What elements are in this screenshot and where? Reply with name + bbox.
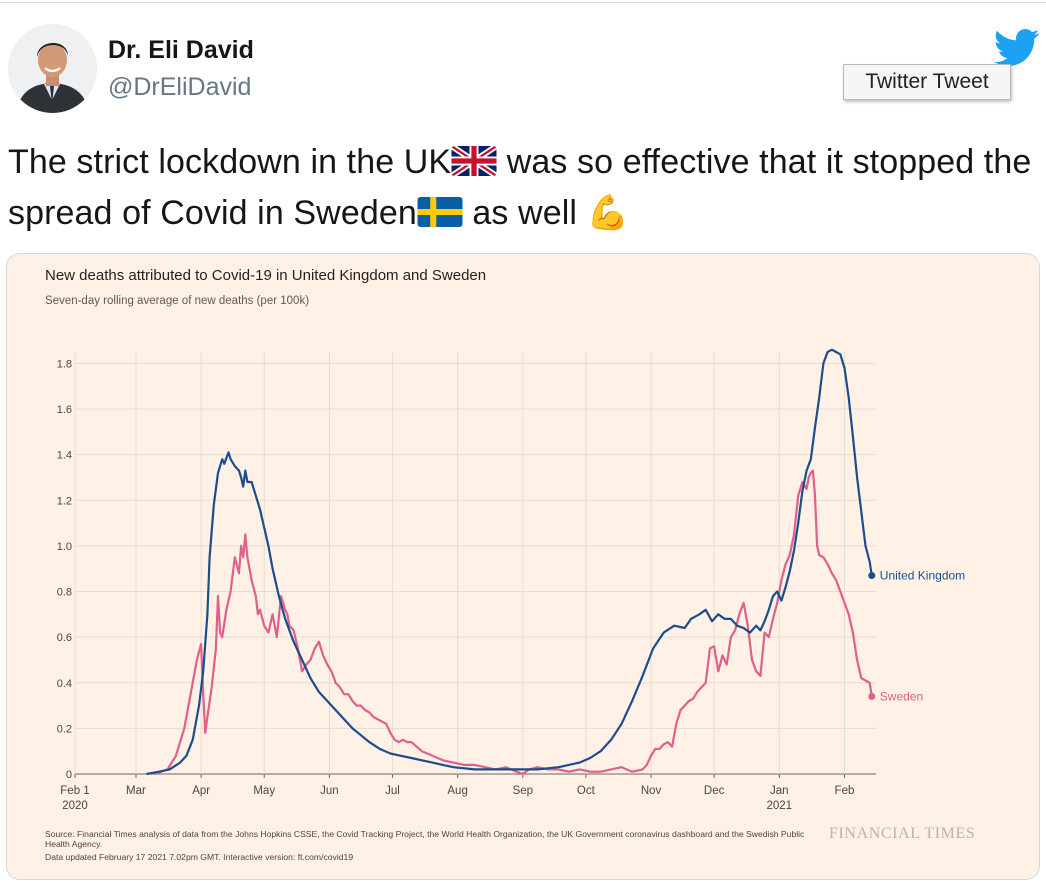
chart-source-note: Source: Financial Times analysis of data… — [45, 829, 805, 849]
sweden-flag-icon — [417, 192, 463, 240]
tweet-text-part1: The strict lockdown in the UK — [8, 143, 452, 181]
sweden-series-end-point — [868, 692, 876, 700]
embedded-chart-card[interactable]: 0 0.2 0.4 0.6 0.8 1.0 1.2 1.4 1.6 1.8 Feb 1 2020 Mar… — [6, 253, 1040, 880]
y-tick-label: 0.6 — [57, 632, 72, 644]
x-tick-label: May — [253, 785, 275, 797]
chart-title: New deaths attributed to Covid-19 in Uni… — [45, 267, 487, 284]
author-name[interactable]: Dr. Eli David — [108, 36, 254, 64]
author-avatar[interactable] — [8, 24, 97, 113]
y-tick-label: 1.4 — [57, 450, 72, 462]
sweden-series-line — [154, 469, 873, 776]
x-tick-label: Jan — [770, 785, 789, 797]
y-tick-label: 0.2 — [57, 723, 72, 735]
x-tick-label: Feb 1 — [60, 785, 89, 797]
y-tick-label: 1.8 — [57, 358, 72, 370]
chart-subtitle: Seven-day rolling average of new deaths … — [45, 295, 310, 307]
author-handle[interactable]: @DrEliDavid — [108, 73, 252, 101]
sweden-series-end-label: Sweden — [880, 689, 923, 703]
top-divider — [0, 2, 1046, 3]
financial-times-logo: FINANCIAL TIMES — [829, 825, 976, 842]
tweet-text-part2: was so effective that it stopped the spr… — [8, 143, 1032, 232]
y-tick-label: 0 — [66, 769, 72, 781]
tweet-text: The strict lockdown in the UK was so eff… — [8, 138, 1038, 240]
muscle-emoji-icon: 💪 — [586, 194, 630, 232]
x-tick-label: Nov — [641, 785, 662, 797]
uk-series-end-label: United Kingdom — [880, 569, 965, 583]
y-tick-label: 1.2 — [57, 495, 72, 507]
chart-updated-note: Data updated February 17 2021 7.02pm GMT… — [45, 852, 354, 862]
y-tick-label: 1.0 — [57, 541, 72, 553]
uk-flag-icon — [451, 141, 497, 189]
uk-series-line — [146, 348, 873, 776]
tweet-text-part3: as well — [462, 194, 587, 232]
x-tick-label: Aug — [447, 785, 467, 797]
x-tick-label: Dec — [704, 785, 725, 797]
y-tick-label: 0.8 — [57, 587, 72, 599]
uk-series-end-point — [868, 572, 876, 580]
y-tick-label: 0.4 — [57, 678, 72, 690]
x-tick-sublabel: 2020 — [62, 800, 88, 812]
x-tick-label: Mar — [126, 785, 146, 797]
line-chart: 0 0.2 0.4 0.6 0.8 1.0 1.2 1.4 1.6 1.8 Feb 1 2020 Mar… — [57, 348, 965, 812]
y-tick-label: 1.6 — [57, 404, 72, 416]
x-tick-label: Jun — [320, 785, 339, 797]
tooltip-twitter-tweet: Twitter Tweet — [843, 64, 1011, 100]
x-tick-label: Sep — [513, 785, 533, 797]
x-tick-label: Jul — [385, 785, 400, 797]
avatar-portrait-icon — [8, 24, 97, 113]
x-tick-label: Apr — [192, 785, 210, 797]
x-tick-label: Feb — [835, 785, 855, 797]
x-tick-label: Oct — [577, 785, 596, 797]
twitter-bird-icon[interactable] — [994, 28, 1040, 68]
x-tick-sublabel: 2021 — [766, 800, 792, 812]
